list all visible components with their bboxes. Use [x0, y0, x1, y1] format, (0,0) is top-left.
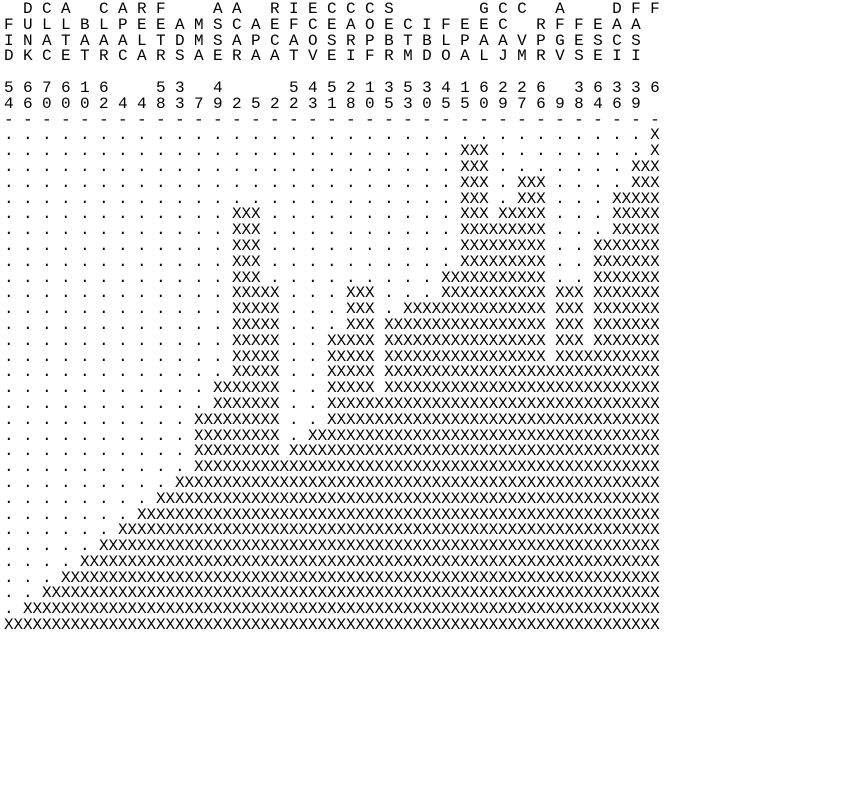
histogram-row: . . . . . . . . . . . . XXX . . . . . . … — [4, 221, 660, 240]
histogram-row: . . XXXXXXXXXXXXXXXXXXXXXXXXXXXXXXXXXXXX… — [4, 584, 660, 603]
histogram-row: . . . . . . . . . . . . . . . . . . . . … — [4, 142, 660, 161]
histogram-row: . . . . . . . . . . . . XXXXX . . . XXX … — [4, 284, 660, 303]
histogram-row: . . . XXXXXXXXXXXXXXXXXXXXXXXXXXXXXXXXXX… — [4, 568, 660, 587]
histogram-row: . . . . . . . . . . . . XXX . . . . . . … — [4, 205, 660, 224]
histogram-row: . . . . . . . XXXXXXXXXXXXXXXXXXXXXXXXXX… — [4, 505, 660, 524]
histogram-row: . . . . . . . . . . . . . . . . . . . . … — [4, 189, 660, 208]
histogram-row: . XXXXXXXXXXXXXXXXXXXXXXXXXXXXXXXXXXXXXX… — [4, 600, 660, 619]
histogram-row: . . . . . . . . . . . . XXXXX . . . XXX … — [4, 315, 660, 334]
histogram-row: . . . . . . . . XXXXXXXXXXXXXXXXXXXXXXXX… — [4, 489, 660, 508]
ascii-histogram: D C A C A R F A A R I E C C C S G C C A … — [4, 0, 660, 634]
histogram-row: . . . . . . . . . . . . . . . . . . . . … — [4, 157, 660, 176]
histogram-row: . . . . . . . . . XXXXXXXXXXXXXXXXXXXXXX… — [4, 473, 660, 492]
histogram-row: . . . . . . . . . . XXXXXXXXX . XXXXXXXX… — [4, 426, 660, 445]
histogram-row: . . . . . . . . . . XXXXXXXXX XXXXXXXXXX… — [4, 442, 660, 461]
header-line-4: D K C E T R C A R S A E R A A T V E I F … — [4, 47, 641, 66]
histogram-row: . . . . . XXXXXXXXXXXXXXXXXXXXXXXXXXXXXX… — [4, 537, 660, 556]
histogram-row: . . . . . . XXXXXXXXXXXXXXXXXXXXXXXXXXXX… — [4, 521, 660, 540]
histogram-row: . . . . . . . . . . . . . . . . . . . . … — [4, 126, 660, 145]
histogram-row: . . . . . . . . . . . . XXX . . . . . . … — [4, 236, 660, 255]
count-line-2: 4 6 0 0 0 2 4 4 8 3 7 9 2 5 2 2 3 1 8 0 … — [4, 94, 641, 113]
histogram-row: XXXXXXXXXXXXXXXXXXXXXXXXXXXXXXXXXXXXXXXX… — [4, 616, 660, 635]
histogram-row: . . . . . . . . . . . XXXXXXX . . XXXXXX… — [4, 394, 660, 413]
histogram-row: . . . . . . . . . . . . XXX . . . . . . … — [4, 252, 660, 271]
header-line-2: F U L L B L P E E A M S C A E F C E A O … — [4, 15, 641, 34]
histogram-row: . . . . . . . . . . XXXXXXXXXXXXXXXXXXXX… — [4, 458, 660, 477]
histogram-row: . . . . . . . . . . . XXXXXXX . . XXXXX … — [4, 379, 660, 398]
separator-line: - - - - - - - - - - - - - - - - - - - - … — [4, 110, 660, 129]
histogram-row: . . . . . . . . . . . . . . . . . . . . … — [4, 173, 660, 192]
histogram-row: . . . . . . . . . . XXXXXXXXX . . XXXXXX… — [4, 410, 660, 429]
histogram-row: . . . . XXXXXXXXXXXXXXXXXXXXXXXXXXXXXXXX… — [4, 552, 660, 571]
histogram-row: . . . . . . . . . . . . XXXXX . . . XXX … — [4, 300, 660, 319]
histogram-row: . . . . . . . . . . . . XXXXX . . XXXXX … — [4, 331, 660, 350]
header-line-3: I N A T A A A L T D M S A P C A O S R P … — [4, 31, 641, 50]
histogram-row: . . . . . . . . . . . . XXXXX . . XXXXX … — [4, 347, 660, 366]
histogram-row: . . . . . . . . . . . . XXXXX . . XXXXX … — [4, 363, 660, 382]
count-line-1: 5 6 7 6 1 6 5 3 4 5 4 5 2 1 3 5 3 4 1 6 … — [4, 78, 660, 97]
histogram-rows: . . . . . . . . . . . . . . . . . . . . … — [4, 126, 660, 634]
histogram-row: . . . . . . . . . . . . XXX . . . . . . … — [4, 268, 660, 287]
header-line-1: D C A C A R F A A R I E C C C S G C C A … — [4, 0, 660, 18]
